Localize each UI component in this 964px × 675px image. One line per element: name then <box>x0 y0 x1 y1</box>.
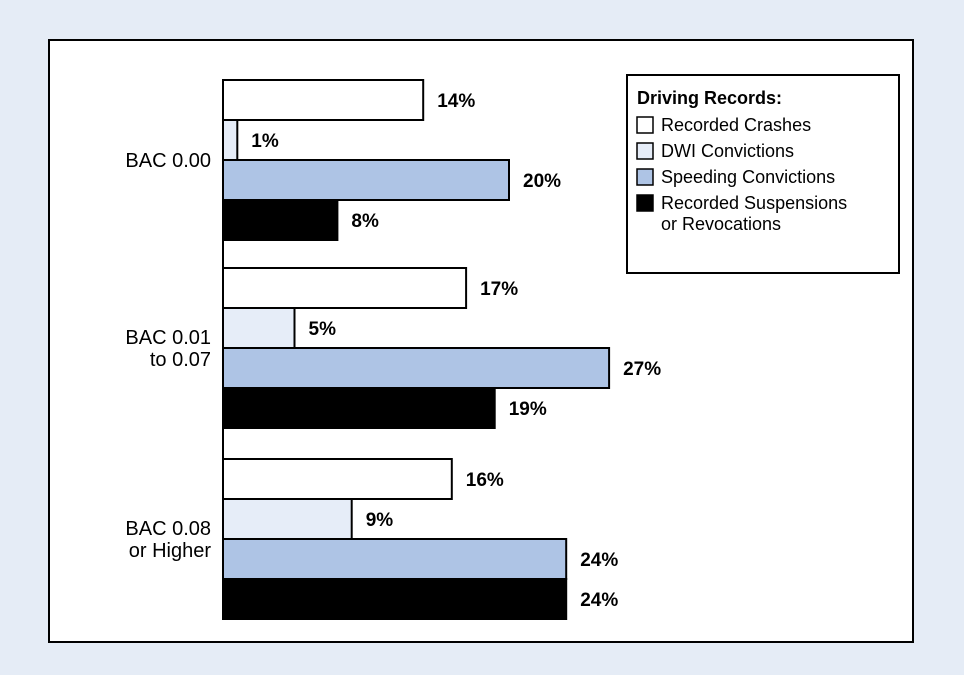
value-label: 5% <box>309 319 337 340</box>
legend-swatch-2 <box>636 168 654 186</box>
legend-swatch-0 <box>636 116 654 134</box>
legend-entry-label: Speeding Convictions <box>661 167 835 187</box>
bar-0-2 <box>222 458 453 500</box>
bar-2-1 <box>222 347 611 389</box>
chart-frame: BAC 0.00 14% 1% 20% 8% BAC 0.01 to 0.07 17% 5% 27… <box>48 39 914 643</box>
value-label: 20% <box>523 171 561 192</box>
category-label: BAC 0.01 <box>125 327 211 349</box>
bar-1-0 <box>222 119 239 161</box>
value-label: 16% <box>466 470 504 491</box>
bar-1-1 <box>222 307 296 349</box>
value-label: 19% <box>509 399 547 420</box>
legend-swatch-3 <box>636 194 654 212</box>
value-label: 14% <box>437 91 475 112</box>
category-label: BAC 0.08 <box>125 518 211 540</box>
legend-entry-label: or Revocations <box>661 214 781 234</box>
bar-2-0 <box>222 159 510 201</box>
legend-entry-label: Recorded Suspensions <box>661 193 847 213</box>
category-label: or Higher <box>129 540 212 562</box>
legend-box <box>626 74 900 274</box>
bar-2-2 <box>222 538 568 580</box>
bar-1-2 <box>222 498 353 540</box>
bar-0-0 <box>222 79 425 121</box>
legend-entry-label: DWI Convictions <box>661 141 794 161</box>
value-label: 8% <box>351 211 379 232</box>
legend-entry-label: Recorded Crashes <box>661 115 811 135</box>
value-label: 24% <box>580 590 618 611</box>
legend-title: Driving Records: <box>637 88 782 108</box>
bar-3-0 <box>222 199 339 241</box>
bar-3-2 <box>222 578 568 620</box>
bar-0-1 <box>222 267 468 309</box>
value-label: 9% <box>366 510 394 531</box>
value-label: 1% <box>251 131 279 152</box>
value-label: 27% <box>623 359 661 380</box>
value-label: 24% <box>580 550 618 571</box>
category-label: to 0.07 <box>150 349 211 371</box>
bar-3-1 <box>222 387 496 429</box>
category-label: BAC 0.00 <box>125 150 211 172</box>
value-label: 17% <box>480 279 518 300</box>
legend-swatch-1 <box>636 142 654 160</box>
